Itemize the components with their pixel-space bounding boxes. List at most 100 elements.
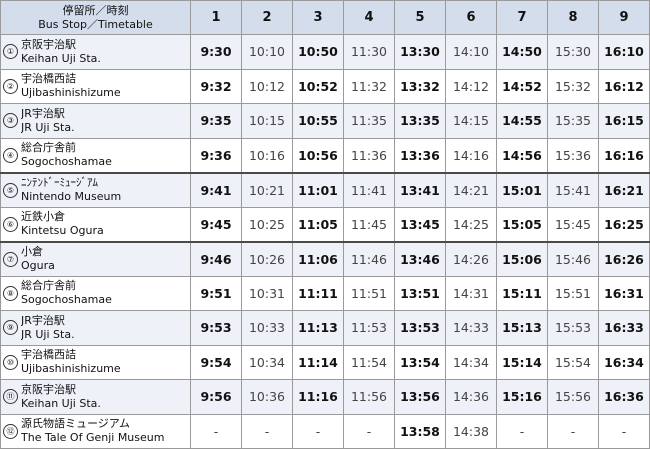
departure-time: 10:21	[241, 171, 293, 208]
stop-names: 京阪宇治駅 Keihan Uji Sta.	[1, 383, 190, 411]
stop-names: 源氏物語ミュージアム The Tale Of Genji Museum	[1, 417, 190, 445]
departure-time: 11:46	[343, 240, 395, 277]
departure-time: 11:54	[343, 344, 395, 380]
stop-name-ja: 源氏物語ミュージアム	[21, 417, 131, 431]
departure-time: 15:13	[496, 310, 548, 346]
departure-time: 10:52	[292, 68, 344, 104]
stop-cell: ③ JR宇治駅 JR Uji Sta.	[0, 103, 191, 139]
stop-cell: ⑥ 近鉄小倉 Kintetsu Ogura	[0, 206, 191, 242]
departure-time: 14:36	[445, 379, 497, 415]
departure-time: 9:54	[190, 344, 242, 380]
departure-time: 15:46	[547, 240, 599, 277]
stop-number-badge: ④	[3, 147, 18, 163]
departure-time: 13:35	[394, 103, 446, 139]
departure-time: 15:35	[547, 103, 599, 139]
stop-names: 小倉 Ogura	[1, 245, 190, 273]
departure-time: 11:16	[292, 379, 344, 415]
stop-number-badge: ⑤	[3, 182, 18, 198]
stop-names: 京阪宇治駅 Keihan Uji Sta.	[1, 38, 190, 66]
departure-time: 14:26	[445, 240, 497, 277]
stop-names: JR宇治駅 JR Uji Sta.	[1, 107, 190, 135]
stop-cell: ② 宇治橋西詰 Ujibashinishizume	[0, 68, 191, 104]
stop-name-en: Kintetsu Ogura	[21, 224, 104, 237]
departure-time: 15:41	[547, 171, 599, 208]
departure-time: 16:10	[598, 34, 650, 70]
departure-time: 10:26	[241, 240, 293, 277]
departure-time: 15:06	[496, 240, 548, 277]
departure-time: 14:52	[496, 68, 548, 104]
stop-header-ja: 停留所／時刻	[62, 3, 129, 17]
stop-number-badge: ⑫	[3, 423, 18, 439]
stop-row: ⑪ 京阪宇治駅 Keihan Uji Sta. 9:56 10:36 11:16 11:56…	[0, 379, 650, 415]
departure-time: 14:15	[445, 103, 497, 139]
departure-time: 15:56	[547, 379, 599, 415]
departure-time: 13:54	[394, 344, 446, 380]
stop-name-ja: ﾆﾝﾃﾝﾄﾞｰﾐｭｰｼﾞｱﾑ	[21, 176, 98, 189]
stop-cell: ⑪ 京阪宇治駅 Keihan Uji Sta.	[0, 379, 191, 415]
stop-cell: ⑨ JR宇治駅 JR Uji Sta.	[0, 310, 191, 346]
departure-time: 11:11	[292, 275, 344, 311]
stop-row: ① 京阪宇治駅 Keihan Uji Sta. 9:30 10:10 10:50 11:30…	[0, 34, 650, 70]
departure-time: 16:36	[598, 379, 650, 415]
stop-cell: ⑦ 小倉 Ogura	[0, 240, 191, 277]
stop-row: ② 宇治橋西詰 Ujibashinishizume 9:32 10:12 10:52 11:…	[0, 68, 650, 104]
stop-name-en: JR Uji Sta.	[21, 120, 75, 134]
departure-time: 14:16	[445, 137, 497, 173]
departure-time: 16:33	[598, 310, 650, 346]
departure-time: 11:51	[343, 275, 395, 311]
stop-name-ja: 小倉	[21, 245, 43, 258]
stop-name-ja: JR宇治駅	[21, 313, 65, 327]
departure-time: 11:56	[343, 379, 395, 415]
departure-time: 9:41	[190, 171, 242, 208]
departure-time: 11:32	[343, 68, 395, 104]
departure-time: 9:56	[190, 379, 242, 415]
stop-number-badge: ⑩	[3, 354, 18, 370]
stop-row: ⑩ 宇治橋西詰 Ujibashinishizume 9:54 10:34 11:14 11:…	[0, 344, 650, 380]
departure-time: 15:16	[496, 379, 548, 415]
trip-header: 3	[292, 0, 344, 35]
stop-name-ja: 宇治橋西詰	[21, 348, 76, 362]
departure-time: 11:53	[343, 310, 395, 346]
departure-time: 10:50	[292, 34, 344, 70]
stop-header-en: Bus Stop／Timetable	[38, 17, 153, 31]
departure-time: 13:41	[394, 171, 446, 208]
departure-time: 14:56	[496, 137, 548, 173]
departure-time: 11:30	[343, 34, 395, 70]
departure-time: 9:53	[190, 310, 242, 346]
departure-time: 14:25	[445, 206, 497, 242]
departure-time: 16:34	[598, 344, 650, 380]
stop-cell: ⑧ 総合庁舎前 Sogochoshamae	[0, 275, 191, 311]
stop-row: ⑥ 近鉄小倉 Kintetsu Ogura 9:45 10:25 11:05 11:45 13…	[0, 206, 650, 242]
departure-time: 15:53	[547, 310, 599, 346]
departure-time: 16:31	[598, 275, 650, 311]
departure-time: 14:33	[445, 310, 497, 346]
stop-number-badge: ②	[3, 78, 18, 94]
departure-time: 15:05	[496, 206, 548, 242]
stop-name-en: Sogochoshamae	[21, 293, 112, 307]
departure-time: 11:35	[343, 103, 395, 139]
departure-time: 16:12	[598, 68, 650, 104]
departure-time: 13:45	[394, 206, 446, 242]
departure-time: 11:13	[292, 310, 344, 346]
departure-time: -	[190, 413, 242, 449]
departure-time: 11:14	[292, 344, 344, 380]
departure-time: 14:50	[496, 34, 548, 70]
stop-header: 停留所／時刻 Bus Stop／Timetable	[0, 0, 191, 35]
departure-time: 13:36	[394, 137, 446, 173]
departure-time: 13:53	[394, 310, 446, 346]
departure-time: 16:25	[598, 206, 650, 242]
stop-row: ⑦ 小倉 Ogura 9:46 10:26 11:06 11:46 13:46 14:26 15:…	[0, 240, 650, 277]
stop-names: ﾆﾝﾃﾝﾄﾞｰﾐｭｰｼﾞｱﾑ Nintendo Museum	[1, 176, 190, 204]
stop-cell: ④ 総合庁舎前 Sogochoshamae	[0, 137, 191, 173]
departure-time: -	[292, 413, 344, 449]
stop-name-ja: 京阪宇治駅	[21, 37, 76, 51]
timetable-body: ① 京阪宇治駅 Keihan Uji Sta. 9:30 10:10 10:50 11:30…	[0, 34, 650, 449]
departure-time: 9:51	[190, 275, 242, 311]
departure-time: 10:33	[241, 310, 293, 346]
trip-header: 8	[547, 0, 599, 35]
departure-time: 10:36	[241, 379, 293, 415]
stop-cell: ⑫ 源氏物語ミュージアム The Tale Of Genji Museum	[0, 413, 191, 449]
departure-time: 15:54	[547, 344, 599, 380]
trip-header: 1	[190, 0, 242, 35]
stop-name-ja: JR宇治駅	[21, 106, 65, 120]
